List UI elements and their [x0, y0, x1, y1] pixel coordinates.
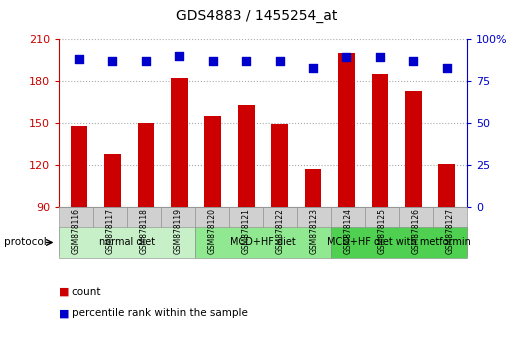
Bar	[104, 154, 121, 333]
Text: count: count	[72, 287, 102, 297]
Bar	[338, 53, 355, 333]
Text: GSM878117: GSM878117	[106, 208, 114, 254]
Point	[342, 55, 350, 60]
Text: MCD+HF diet with metformin: MCD+HF diet with metformin	[327, 238, 471, 247]
Text: normal diet: normal diet	[99, 238, 155, 247]
Bar	[238, 105, 254, 333]
Point	[376, 55, 384, 60]
Bar	[71, 126, 87, 333]
Text: GSM878123: GSM878123	[309, 208, 319, 254]
Bar	[204, 116, 221, 333]
Point	[309, 65, 317, 70]
Point	[409, 58, 418, 64]
Point	[75, 56, 83, 62]
Bar	[405, 91, 422, 333]
Point	[242, 58, 250, 64]
Text: GSM878127: GSM878127	[445, 208, 455, 254]
Point	[142, 58, 150, 64]
Bar	[305, 169, 322, 333]
Text: ■: ■	[59, 287, 69, 297]
Text: GDS4883 / 1455254_at: GDS4883 / 1455254_at	[176, 9, 337, 23]
Point	[209, 58, 217, 64]
Point	[275, 58, 284, 64]
Bar	[271, 124, 288, 333]
Text: GSM878121: GSM878121	[242, 208, 250, 254]
Bar	[439, 164, 455, 333]
Text: GSM878118: GSM878118	[140, 208, 148, 254]
Text: GSM878120: GSM878120	[207, 208, 216, 254]
Text: GSM878119: GSM878119	[173, 208, 183, 254]
Text: GSM878125: GSM878125	[378, 208, 386, 254]
Text: percentile rank within the sample: percentile rank within the sample	[72, 308, 248, 318]
Text: protocol: protocol	[4, 238, 47, 247]
Point	[175, 53, 184, 59]
Point	[108, 58, 116, 64]
Text: MCD+HF diet: MCD+HF diet	[230, 238, 296, 247]
Bar	[371, 74, 388, 333]
Text: ■: ■	[59, 308, 69, 318]
Text: GSM878124: GSM878124	[343, 208, 352, 254]
Text: GSM878116: GSM878116	[71, 208, 81, 254]
Bar	[171, 78, 188, 333]
Text: GSM878126: GSM878126	[411, 208, 420, 254]
Text: GSM878122: GSM878122	[275, 208, 284, 254]
Point	[443, 65, 451, 70]
Bar	[137, 123, 154, 333]
